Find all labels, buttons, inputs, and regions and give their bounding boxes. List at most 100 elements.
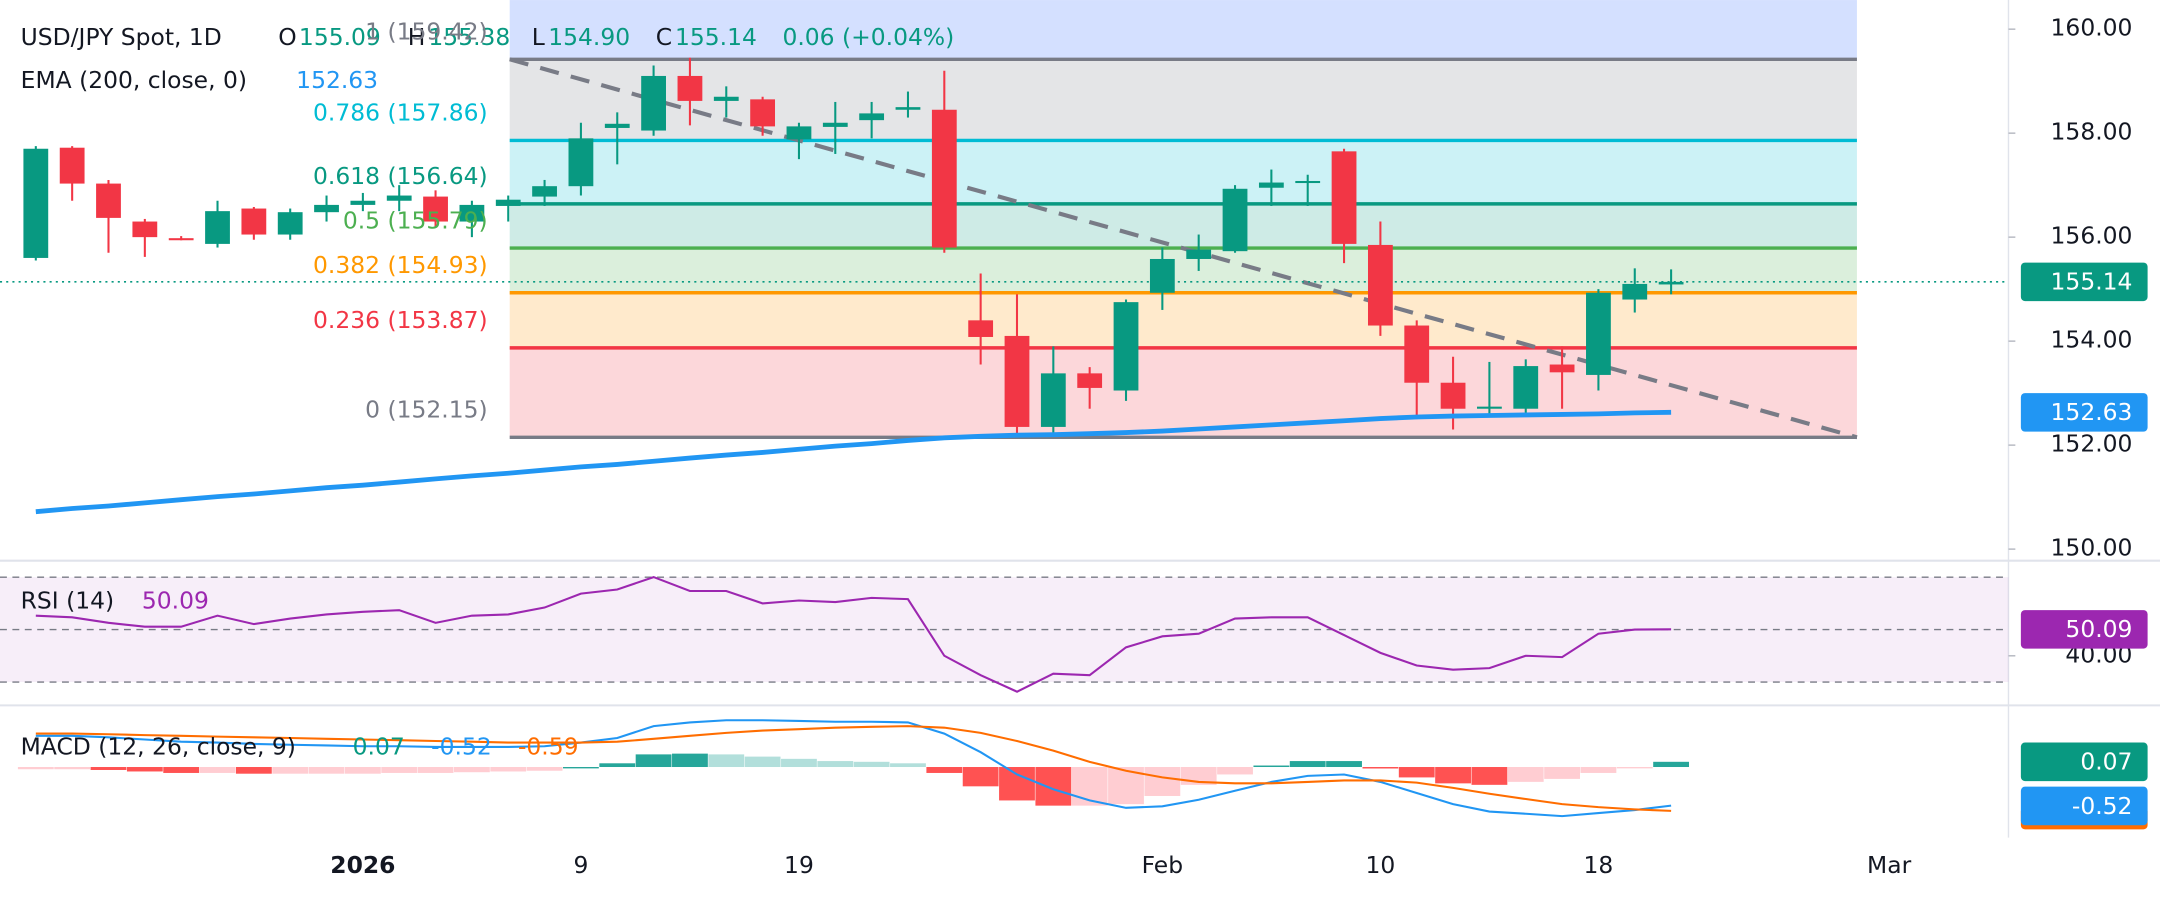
candle-body — [1331, 151, 1357, 244]
macd-histogram-bar — [17, 767, 54, 770]
macd-value: -0.52 — [431, 733, 492, 761]
ema-line — [35, 409, 1672, 515]
close-value: 155.14 — [675, 23, 757, 51]
macd-histogram-bar — [563, 767, 599, 769]
background-layer: 150.00152.00154.00156.00158.00160.0040.0… — [0, 0, 2160, 879]
candle-body — [1658, 281, 1684, 285]
candle-body — [1149, 258, 1175, 293]
fib-label: 0 (152.15) — [365, 396, 488, 424]
candle-body — [895, 107, 921, 110]
candle-body — [277, 212, 303, 235]
candle-body — [59, 147, 85, 184]
x-tick-label: 19 — [784, 851, 814, 879]
macd-histogram-bar — [90, 767, 127, 770]
y-tick-label: 156.00 — [2051, 222, 2133, 250]
candle-body — [1222, 188, 1248, 252]
x-tick-label: 2026 — [330, 851, 395, 879]
macd-histogram-bar — [962, 767, 999, 787]
fib-label: 0.786 (157.86) — [313, 99, 488, 127]
macd-histogram-bar — [526, 767, 563, 771]
candle-body — [968, 320, 994, 337]
y-tick-label: 160.00 — [2051, 14, 2133, 42]
candle-body — [1113, 302, 1139, 391]
candle-body — [350, 200, 376, 205]
macd-histogram-bar — [1326, 761, 1362, 768]
y-tick-label: 152.00 — [2051, 430, 2133, 458]
macd-histogram-bar — [54, 767, 91, 770]
fib-zone — [509, 292, 1857, 348]
candle-body — [386, 195, 412, 201]
macd-histogram-bar — [599, 763, 636, 768]
candle-body — [1295, 180, 1321, 184]
candle-body — [1549, 364, 1575, 373]
low-label: L — [532, 23, 545, 51]
hist-value: 0.07 — [353, 733, 405, 761]
macd-histogram-bar — [672, 753, 708, 768]
candle-body — [168, 238, 194, 241]
macd-histogram-bar — [199, 767, 236, 773]
macd-histogram-bar — [163, 767, 200, 773]
hist-value-box — [2020, 742, 2148, 782]
close-label: C — [656, 23, 672, 51]
symbol: USD/JPY Spot, 1D — [21, 23, 222, 51]
macd-histogram-bar — [1071, 767, 1108, 806]
legend: USD/JPY Spot, 1D O 155.09 H 155.38 L 154… — [21, 18, 2148, 830]
candle-body — [314, 204, 339, 213]
candle-body — [532, 186, 557, 197]
plot-layer — [17, 57, 1690, 818]
x-tick-label: Feb — [1142, 851, 1183, 879]
rsi-line — [35, 575, 1672, 693]
fib-label: 0.382 (154.93) — [313, 251, 488, 279]
macd-histogram-bar — [1289, 761, 1326, 768]
macd-histogram-bar — [1362, 767, 1399, 769]
low-value: 154.90 — [548, 23, 630, 51]
candle-body — [1004, 335, 1030, 427]
high-value: 155.38 — [428, 23, 510, 51]
macd-histogram-bar — [1616, 767, 1653, 769]
last-price-label: 155.14 — [2051, 268, 2133, 296]
x-tick-label: 9 — [573, 851, 588, 879]
candle-body — [96, 183, 121, 218]
candle-body — [1186, 249, 1212, 259]
x-tick-label: Mar — [1867, 851, 1912, 879]
rsi-value-label: 50.09 — [2065, 615, 2132, 643]
macd-value-label: -0.52 — [2072, 792, 2133, 820]
candle-body — [241, 208, 267, 235]
macd-histogram-bar — [635, 754, 672, 768]
open-label: O — [278, 23, 296, 51]
candle-body — [1586, 292, 1611, 375]
macd-histogram-bar — [1507, 767, 1544, 782]
macd-histogram-bar — [926, 767, 963, 773]
candle-body — [1404, 325, 1430, 383]
open-value: 155.09 — [299, 23, 381, 51]
candle-body — [1258, 182, 1284, 188]
rsi-value-box — [2020, 610, 2148, 649]
y-tick-label: 158.00 — [2051, 118, 2133, 146]
y-tick-label: 150.00 — [2051, 534, 2133, 562]
x-tick-label: 10 — [1365, 851, 1395, 879]
macd-histogram-bar — [781, 758, 817, 768]
ema-price-label: 152.63 — [2051, 398, 2133, 426]
fib-zone — [509, 0, 1857, 60]
macd-histogram-bar — [817, 761, 854, 768]
candle-body — [677, 75, 703, 101]
candle-body — [423, 196, 448, 222]
fib-zone — [509, 59, 1857, 141]
fib-label: 0.236 (153.87) — [313, 306, 488, 334]
candle-body — [1477, 406, 1502, 409]
x-tick-label: 18 — [1584, 851, 1614, 879]
macd-histogram-bar — [708, 754, 745, 768]
macd-histogram-bar — [890, 763, 926, 768]
macd-histogram-bar — [1217, 767, 1253, 775]
macd-histogram-bar — [381, 767, 418, 773]
fib-zone — [509, 248, 1857, 293]
hist-value-label: 0.07 — [2080, 748, 2132, 776]
fib-label: 0.5 (155.79) — [343, 206, 488, 234]
macd-histogram-bar — [417, 767, 454, 773]
last-price-box — [2020, 262, 2148, 302]
candle-body — [1513, 366, 1539, 409]
candle-body — [568, 138, 594, 187]
candle-body — [459, 204, 485, 222]
macd-line — [35, 719, 1672, 818]
high-label: H — [408, 23, 426, 51]
